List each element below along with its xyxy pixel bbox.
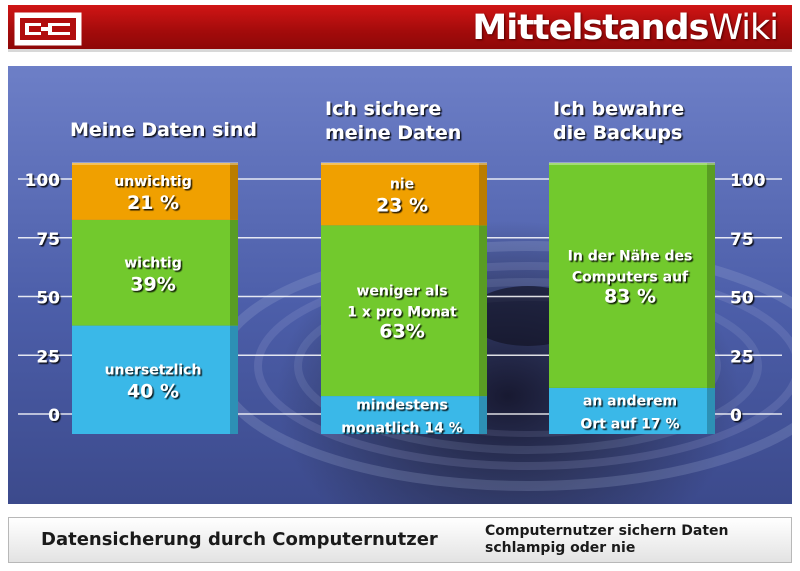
bar-top-edge [321, 162, 487, 165]
brand-light-text: Wiki [708, 8, 779, 48]
footer-title: Datensicherung durch Computernutzer [41, 529, 438, 550]
bar-title: Ich sichere [325, 98, 441, 120]
bar-segment [321, 396, 487, 434]
bar-segment-label: Computers auf [572, 269, 689, 285]
bar-segment [321, 163, 487, 226]
bar-segment-side [230, 325, 238, 434]
bar-segment-label: wichtig [124, 255, 182, 271]
bar-segment-label: 39% [130, 273, 175, 295]
bar-top-edge [549, 162, 715, 165]
bar-column: Meine Daten sind unersetzlich 40 % wichtig 3… [70, 119, 257, 434]
bar-segment-side [230, 163, 238, 220]
mittelstandswiki-logo-icon [14, 12, 82, 46]
header-banner: MittelstandsWiki [8, 5, 792, 52]
y-tick-label-left: 0 [48, 406, 60, 426]
bar-segment [549, 163, 715, 388]
y-tick-label-right: 100 [730, 171, 766, 191]
y-tick-label-right: 50 [730, 289, 754, 309]
bar-segment-label: mindestens [356, 398, 448, 414]
bar-segment-label: 1 x pro Monat [347, 305, 457, 321]
y-tick-label-left: 25 [36, 347, 60, 367]
bar-segment-label: 23 % [376, 195, 428, 217]
bar-segment-label: Ort auf 17 % [580, 416, 679, 432]
bar-segment-label: unwichtig [114, 174, 191, 190]
bar-segment-side [479, 396, 487, 434]
bar-segment-side [479, 225, 487, 397]
brand-bold-text: Mittelstands [472, 8, 709, 48]
chart-panel: 100 100 75 75 50 50 25 25 0 0 Meine Daten sind une… [8, 66, 792, 504]
y-tick-label-right: 75 [730, 230, 754, 250]
bar-segment [321, 225, 487, 397]
y-tick-label-right: 0 [730, 406, 742, 426]
brand-wordmark: MittelstandsWiki [472, 8, 779, 48]
bars: Meine Daten sind unersetzlich 40 % wichtig 3… [70, 98, 715, 437]
y-tick-label-left: 75 [36, 230, 60, 250]
footer-subtitle: Computernutzer sichern Daten schlampig o… [485, 523, 729, 556]
bar-segment [549, 387, 715, 434]
bar-title: Ich bewahre [553, 98, 684, 120]
bar-segment-label: weniger als [356, 284, 447, 300]
bar-segment-label: monatlich 14 % [341, 421, 462, 437]
bar-segment-label: nie [390, 177, 414, 193]
y-tick-label-left: 50 [36, 289, 60, 309]
bar-segment [72, 163, 238, 220]
bar-segment-label: an anderem [583, 393, 677, 409]
bar-segment-label: 40 % [127, 380, 179, 402]
bar-title: die Backups [553, 122, 682, 144]
bar-segment-side [230, 219, 238, 326]
bar-segment [72, 219, 238, 326]
footer-caption: Datensicherung durch Computernutzer Comp… [8, 517, 792, 563]
bar-segment-label: 63% [379, 321, 424, 343]
bar-segment-side [707, 163, 715, 388]
bar-segment-label: 21 % [127, 192, 179, 214]
y-tick-label-left: 100 [25, 171, 61, 191]
bar-top-edge [72, 162, 238, 165]
bar-segment-label: 83 % [604, 285, 656, 307]
y-axis-ticks: 100 100 75 75 50 50 25 25 0 0 [25, 171, 766, 426]
bar-segment-label: In der Nähe des [568, 248, 693, 264]
y-tick-label-right: 25 [730, 347, 754, 367]
bar-segment [72, 325, 238, 434]
bar-segment-side [707, 387, 715, 434]
stacked-bar-chart: 100 100 75 75 50 50 25 25 0 0 Meine Daten sind une… [18, 98, 792, 491]
bar-segment-label: unersetzlich [105, 362, 202, 378]
bar-title: Meine Daten sind [70, 119, 257, 141]
bar-title: meine Daten [325, 122, 461, 144]
bar-segment-side [479, 163, 487, 226]
